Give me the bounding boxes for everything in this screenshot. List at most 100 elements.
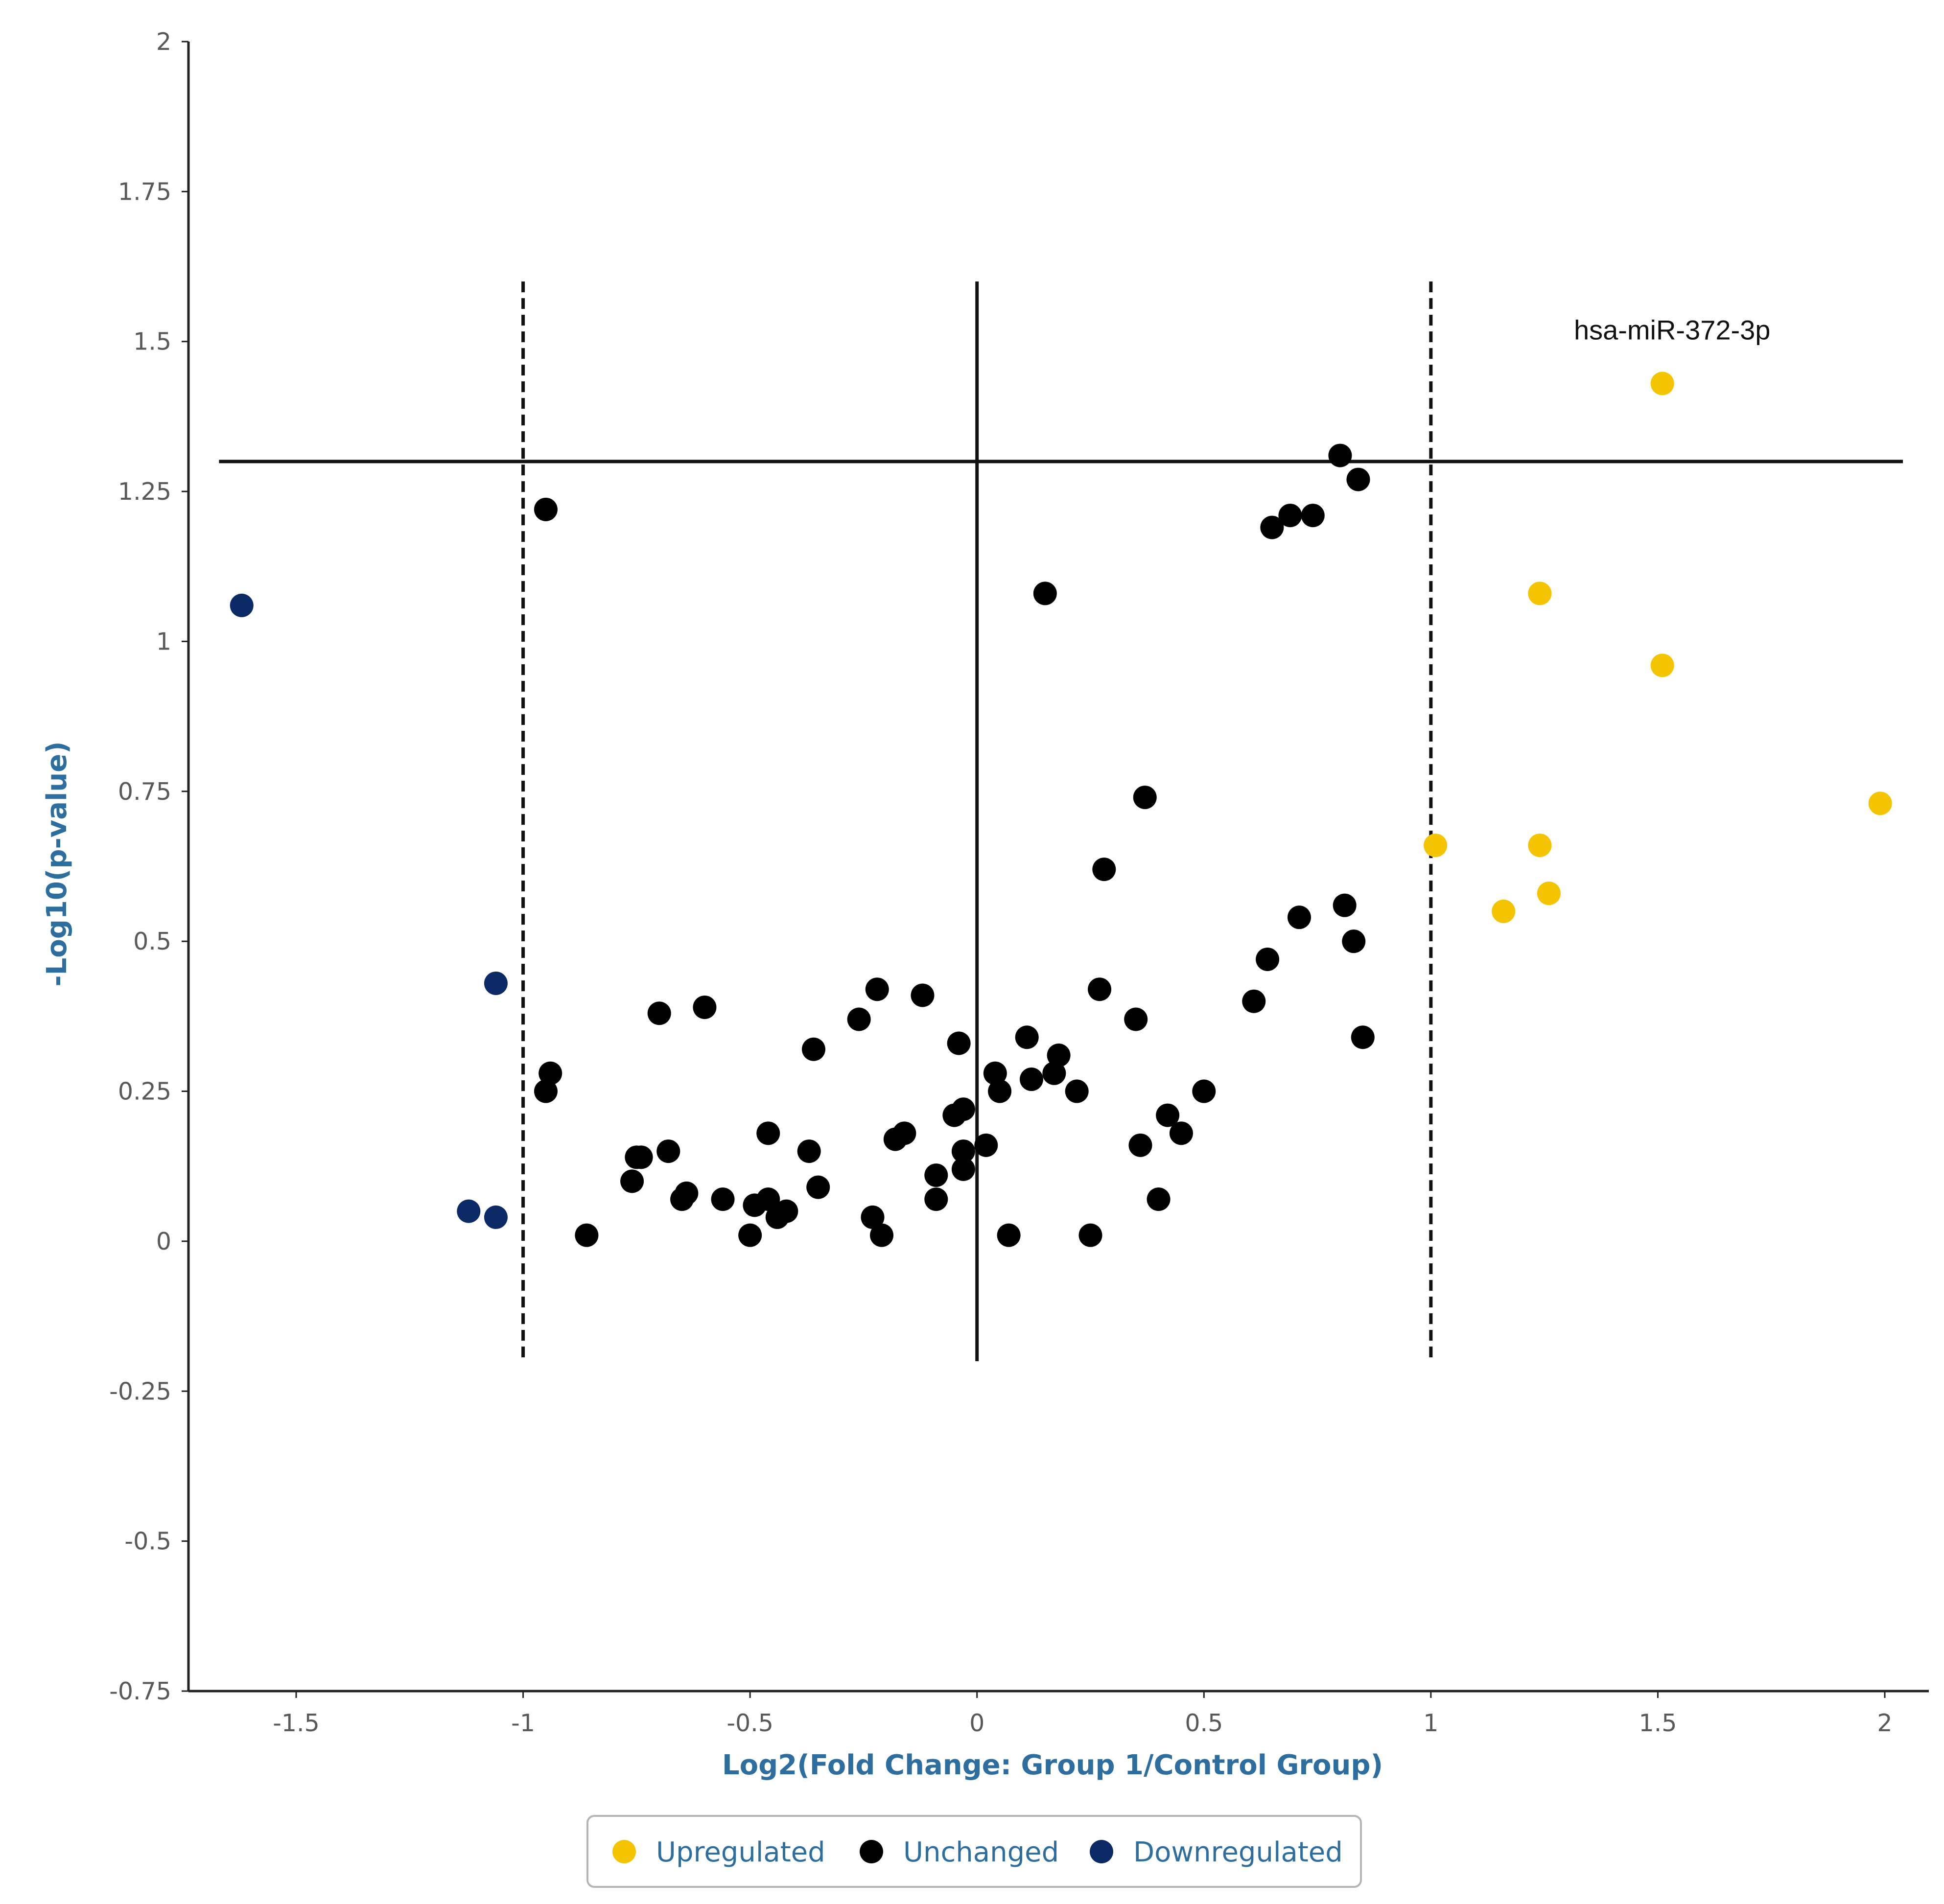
data-point-unchanged	[1015, 1025, 1039, 1049]
legend: Upregulated Unchanged Downregulated	[586, 1815, 1362, 1888]
data-point-unchanged	[988, 1079, 1012, 1103]
x-tick-label: -1	[511, 1709, 535, 1737]
x-tick-label: -0.5	[726, 1709, 773, 1737]
data-point-unchanged	[801, 1037, 825, 1061]
data-point-unchanged	[693, 995, 717, 1019]
data-point-unchanged	[1351, 1025, 1375, 1049]
x-tick-label: 0	[969, 1709, 984, 1737]
x-tick-label: 0.5	[1185, 1709, 1223, 1737]
y-axis-title: -Log10(p-value)	[41, 741, 73, 986]
x-tick-label: 1	[1423, 1709, 1438, 1737]
annotations: hsa-miR-372-3p	[1574, 315, 1771, 346]
data-point-unchanged	[997, 1223, 1021, 1247]
y-tick-label: 0.25	[118, 1078, 171, 1106]
data-point-downregulated	[230, 593, 254, 617]
data-point-unchanged	[765, 1205, 789, 1229]
data-points	[230, 372, 1892, 1247]
x-tick-label: -1.5	[273, 1709, 320, 1737]
data-point-unchanged	[806, 1175, 830, 1199]
data-point-unchanged	[847, 1007, 871, 1031]
data-point-unchanged	[1242, 989, 1266, 1013]
data-point-upregulated	[1650, 653, 1674, 677]
data-point-unchanged	[1346, 467, 1370, 491]
data-point-unchanged	[951, 1097, 975, 1121]
data-point-unchanged	[670, 1187, 694, 1211]
data-point-unchanged	[1278, 504, 1302, 528]
y-tick-label: -0.75	[109, 1677, 171, 1705]
data-point-upregulated	[1537, 882, 1561, 906]
y-tick-label: 0.75	[118, 778, 171, 806]
data-point-unchanged	[870, 1223, 894, 1247]
y-tick-label: 1.75	[118, 178, 171, 206]
data-point-unchanged	[1128, 1133, 1152, 1157]
legend-marker-downregulated	[1090, 1840, 1113, 1863]
x-axis-title: Log2(Fold Change: Group 1/Control Group)	[722, 1749, 1383, 1781]
data-point-unchanged	[534, 1079, 558, 1103]
data-point-unchanged	[951, 1139, 975, 1163]
data-point-unchanged	[625, 1145, 649, 1169]
y-axis-ticks: 2 1.75 1.5 1.25 1 0.75 0.5 0.25 0 -0.25 -0.5 -0.75	[109, 28, 188, 1705]
data-point-unchanged	[1124, 1007, 1148, 1031]
data-point-unchanged	[1156, 1103, 1180, 1127]
data-point-unchanged	[1256, 947, 1280, 971]
data-point-upregulated	[1528, 581, 1552, 605]
data-point-downregulated	[484, 1205, 508, 1229]
data-point-unchanged	[974, 1133, 998, 1157]
data-point-unchanged	[1342, 929, 1366, 953]
point-annotation: hsa-miR-372-3p	[1574, 315, 1771, 346]
data-point-unchanged	[1042, 1061, 1066, 1085]
data-point-unchanged	[1033, 581, 1057, 605]
data-point-unchanged	[1019, 1068, 1043, 1091]
data-point-unchanged	[1092, 858, 1116, 882]
legend-box	[586, 1815, 1362, 1888]
data-point-unchanged	[1301, 504, 1325, 528]
data-point-unchanged	[656, 1139, 680, 1163]
y-tick-label: -0.25	[109, 1377, 171, 1405]
y-tick-label: -0.5	[124, 1528, 171, 1556]
y-tick-label: 1.5	[133, 328, 171, 356]
data-point-unchanged	[947, 1031, 971, 1055]
legend-marker-upregulated	[612, 1840, 636, 1863]
data-point-unchanged	[1260, 515, 1284, 539]
x-axis-ticks: -1.5 -1 -0.5 0 0.5 1 1.5 2	[273, 1691, 1893, 1737]
data-point-unchanged	[575, 1223, 599, 1247]
y-tick-label: 1	[156, 627, 171, 655]
data-point-unchanged	[924, 1163, 948, 1187]
x-tick-label: 1.5	[1639, 1709, 1677, 1737]
data-point-unchanged	[883, 1127, 907, 1151]
data-point-unchanged	[534, 497, 558, 521]
data-point-unchanged	[1078, 1223, 1102, 1247]
data-point-unchanged	[911, 983, 935, 1007]
y-tick-label: 1.25	[118, 478, 171, 506]
series-downregulated	[230, 593, 508, 1229]
y-tick-label: 0	[156, 1228, 171, 1255]
data-point-upregulated	[1528, 834, 1552, 858]
data-point-unchanged	[1147, 1187, 1171, 1211]
data-point-downregulated	[457, 1199, 481, 1223]
legend-marker-unchanged	[860, 1840, 883, 1863]
data-point-unchanged	[1065, 1079, 1089, 1103]
data-point-unchanged	[738, 1223, 762, 1247]
series-unchanged	[534, 443, 1375, 1247]
data-point-unchanged	[983, 1061, 1007, 1085]
data-point-unchanged	[865, 977, 889, 1001]
series-upregulated	[1424, 372, 1892, 923]
legend-label-downregulated: Downregulated	[1133, 1836, 1343, 1868]
data-point-unchanged	[1333, 893, 1357, 917]
data-point-upregulated	[1650, 372, 1674, 395]
data-point-downregulated	[484, 971, 508, 995]
data-point-unchanged	[647, 1001, 671, 1025]
data-point-unchanged	[797, 1139, 821, 1163]
data-point-unchanged	[711, 1187, 735, 1211]
data-point-unchanged	[924, 1187, 948, 1211]
data-point-unchanged	[1088, 977, 1112, 1001]
data-point-unchanged	[1169, 1121, 1193, 1145]
reference-lines	[219, 281, 1903, 1361]
x-tick-label: 2	[1877, 1709, 1892, 1737]
y-tick-label: 0.5	[133, 928, 171, 955]
legend-label-upregulated: Upregulated	[656, 1836, 825, 1868]
legend-label-unchanged: Unchanged	[903, 1836, 1059, 1868]
y-tick-label: 2	[156, 28, 171, 56]
data-point-unchanged	[1133, 786, 1157, 810]
